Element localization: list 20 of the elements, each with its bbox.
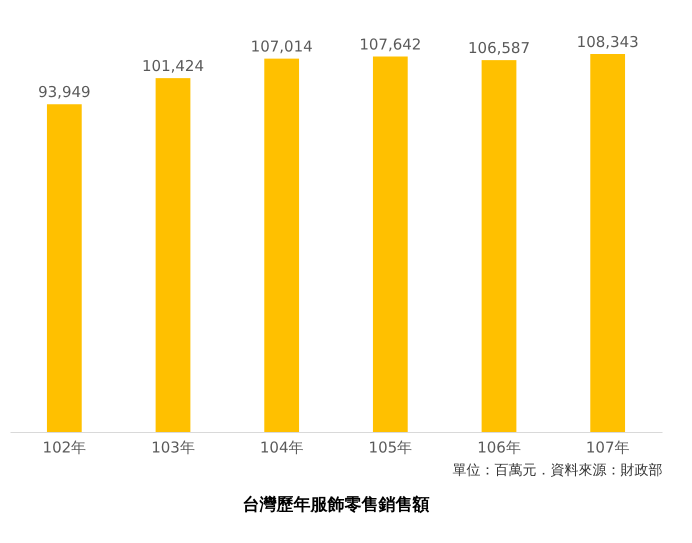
bar [46, 104, 82, 432]
text: 台灣歷年服飾零售銷售額 [242, 495, 430, 515]
x-tick-label: 104年 [260, 438, 304, 456]
text: 單位：百萬元．資料來源：財政部 [452, 462, 662, 478]
bar [590, 54, 626, 432]
x-tick-label: 107年 [586, 438, 630, 456]
data-label: 108,343 [576, 33, 639, 51]
data-label: 93,949 [38, 83, 91, 102]
data-label: 107,014 [250, 38, 313, 56]
x-tick-label: 102年 [42, 438, 86, 456]
data-label: 101,424 [142, 57, 204, 76]
data-label: 107,642 [359, 35, 422, 54]
bar [264, 58, 300, 432]
x-tick-label: 106年 [477, 438, 521, 456]
bar [156, 78, 190, 432]
bar [372, 56, 408, 432]
bar [482, 60, 516, 432]
x-tick-label: 103年 [151, 438, 195, 456]
x-tick-label: 105年 [368, 438, 412, 456]
data-label: 106,587 [468, 39, 530, 58]
